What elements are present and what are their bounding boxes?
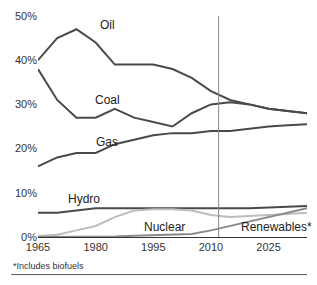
svg-text:*Includes biofuels: *Includes biofuels xyxy=(13,261,84,271)
svg-text:0%: 0% xyxy=(21,231,37,243)
svg-text:2010: 2010 xyxy=(199,241,223,253)
svg-text:Oil: Oil xyxy=(100,18,115,32)
svg-text:50%: 50% xyxy=(15,10,37,22)
svg-text:1980: 1980 xyxy=(83,241,107,253)
svg-text:Nuclear: Nuclear xyxy=(144,220,185,234)
svg-text:2025: 2025 xyxy=(256,241,280,253)
svg-text:Coal: Coal xyxy=(95,93,120,107)
svg-text:Hydro: Hydro xyxy=(68,192,100,206)
svg-text:40%: 40% xyxy=(15,54,37,66)
svg-text:30%: 30% xyxy=(15,98,37,110)
svg-text:20%: 20% xyxy=(15,142,37,154)
svg-text:1965: 1965 xyxy=(26,241,50,253)
svg-text:Renewables*: Renewables* xyxy=(241,220,312,234)
svg-text:10%: 10% xyxy=(15,187,37,199)
svg-text:1995: 1995 xyxy=(141,241,165,253)
svg-text:Gas: Gas xyxy=(96,135,118,149)
